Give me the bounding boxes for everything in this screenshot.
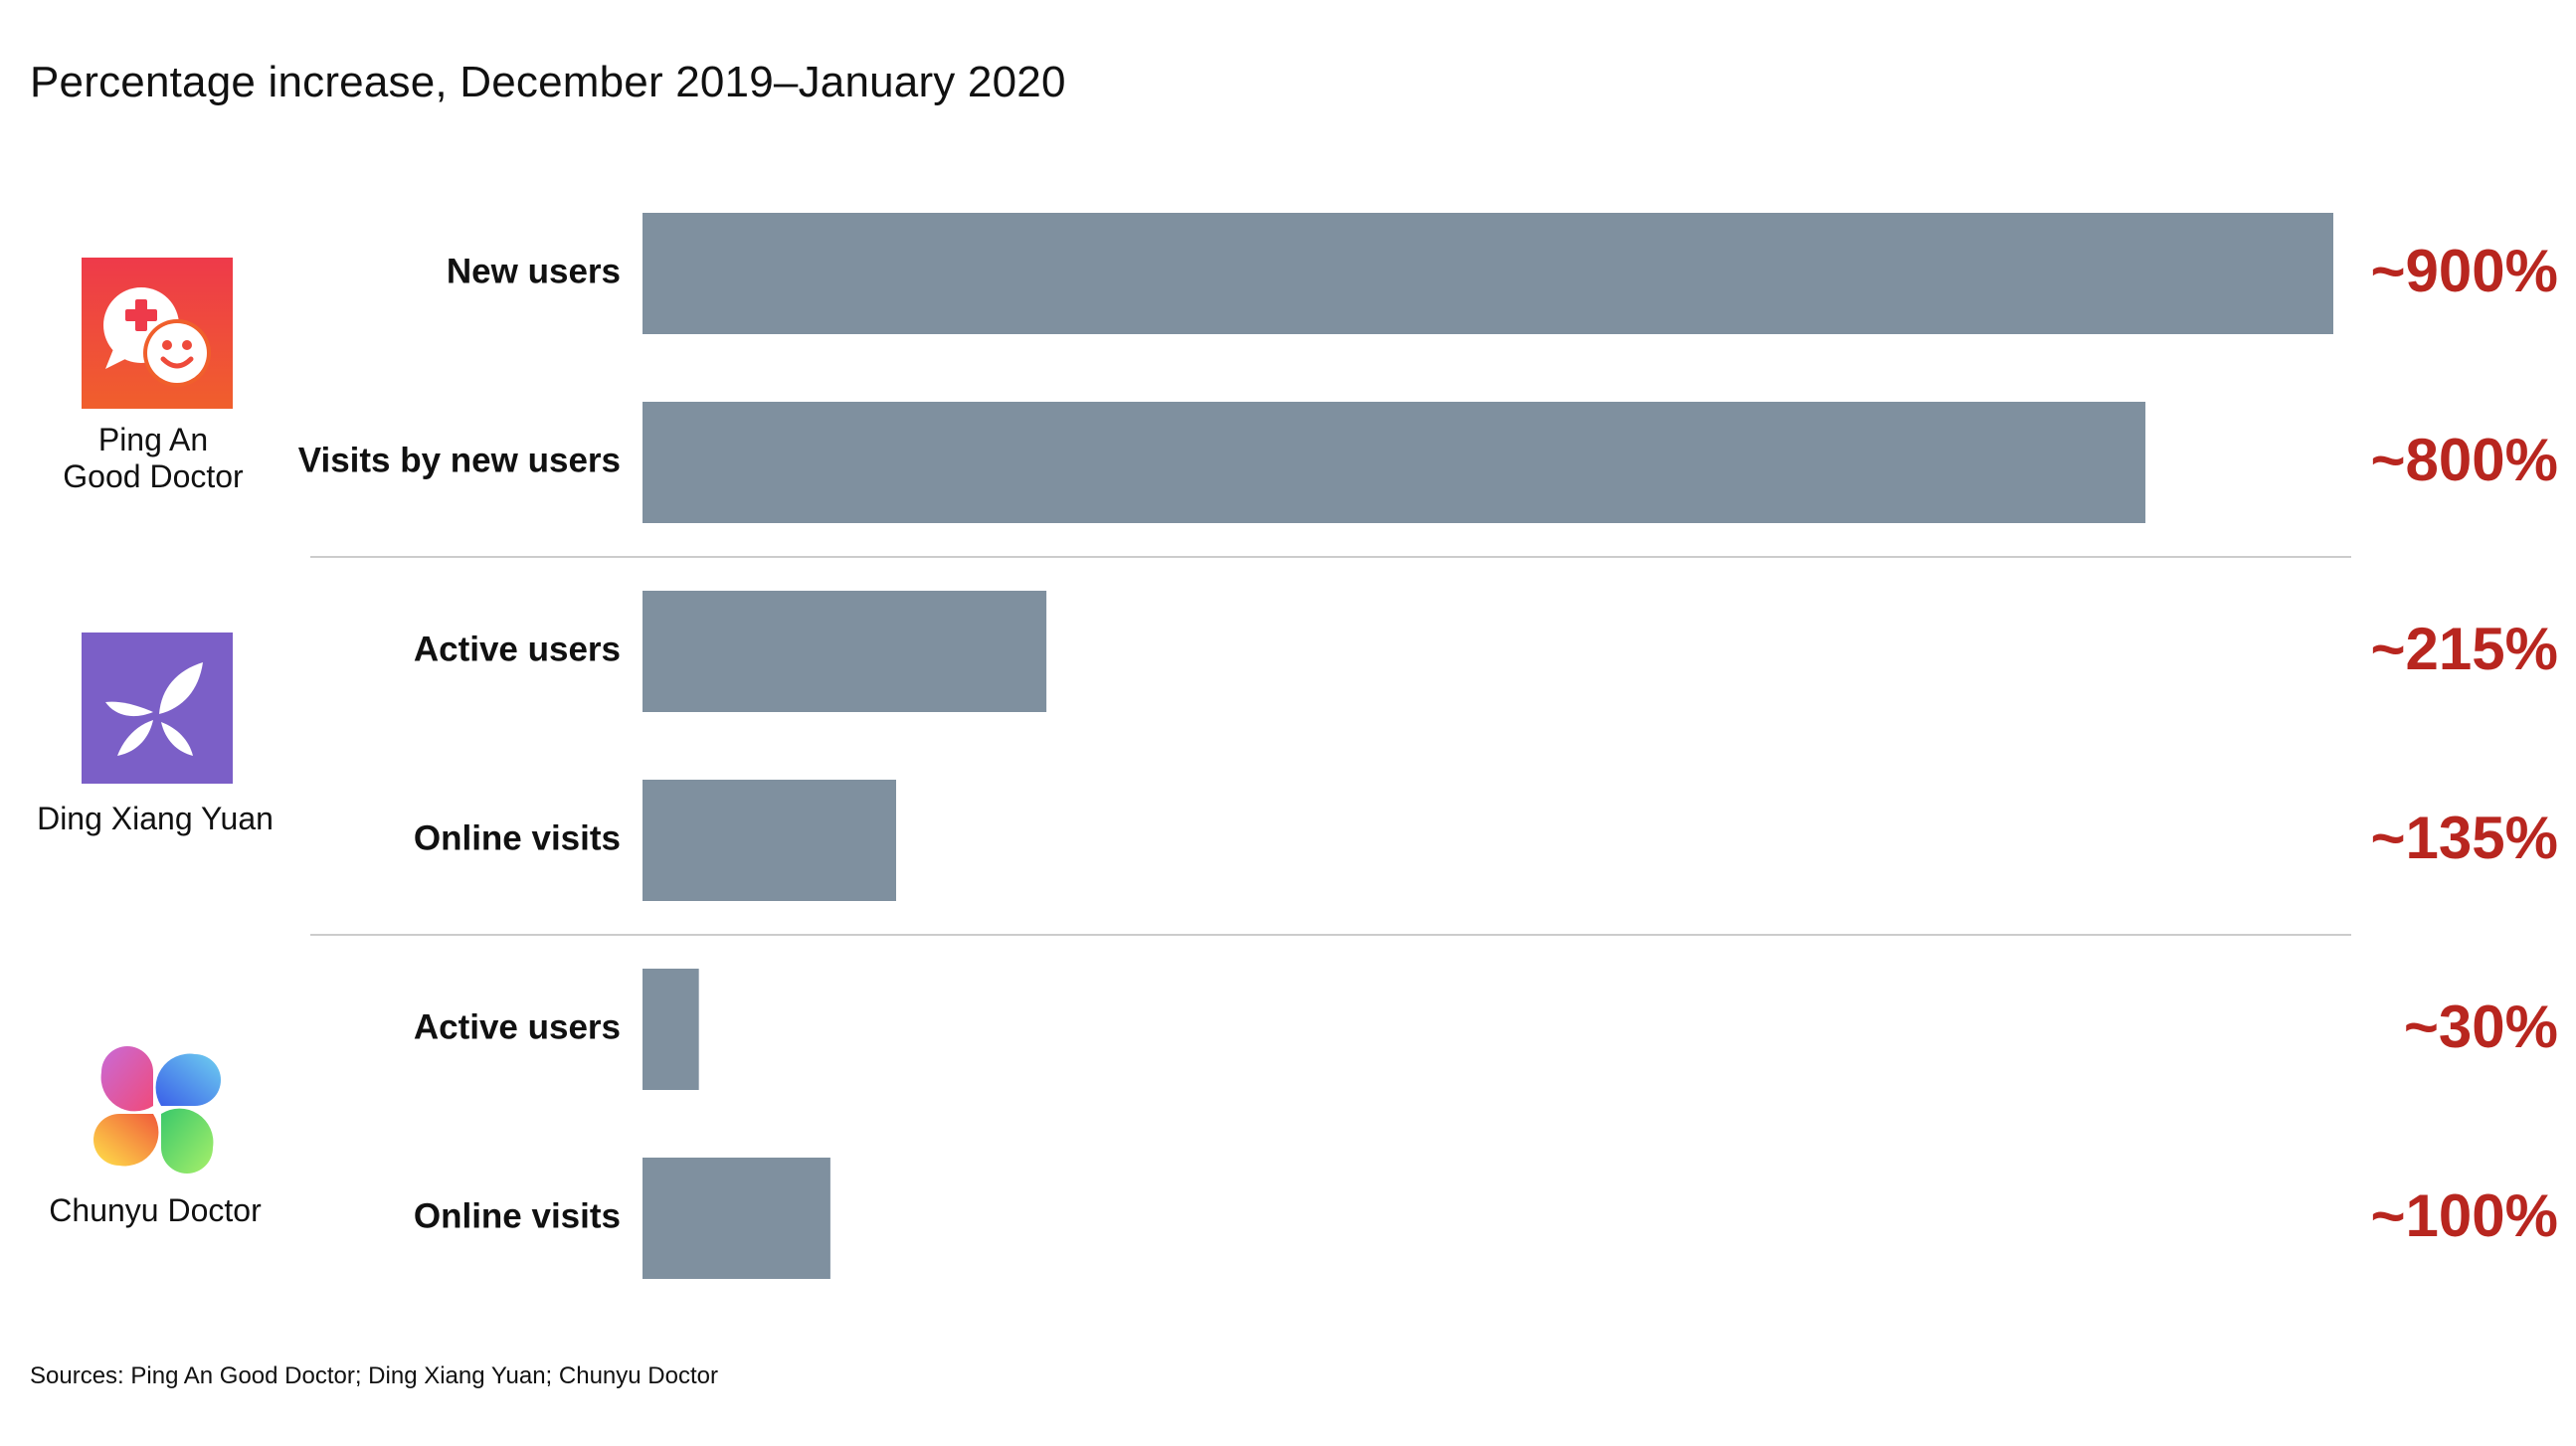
bar [643,591,1047,712]
category-label: Visits by new users [298,441,621,479]
chat-bubbles-smile-icon [82,258,233,409]
bar [643,780,896,901]
group-name-line: Chunyu Doctor [49,1192,262,1228]
group-name-line: Ping An [97,422,209,457]
bar [643,213,2333,334]
value-label: ~900% [2371,238,2559,304]
group-name-chunyu-doctor: Chunyu Doctor [6,1192,304,1229]
value-label: ~100% [2371,1182,2559,1249]
value-label: ~215% [2371,616,2559,682]
category-label: Online visits [414,1196,621,1235]
group-name-ping-an: Ping An Good Doctor [4,422,302,495]
category-label: Active users [414,630,621,668]
category-label: New users [447,252,621,290]
value-label: ~135% [2371,805,2559,871]
source-note: Sources: Ping An Good Doctor; Ding Xiang… [30,1362,718,1389]
category-label: Online visits [414,818,621,857]
bar [643,1158,830,1279]
bar [643,402,2146,523]
group-name-line: Good Doctor [63,458,244,494]
group-name-ding-xiang-yuan: Ding Xiang Yuan [6,801,304,837]
chart-title: Percentage increase, December 2019–Janua… [30,58,1066,106]
group-name-line: Ding Xiang Yuan [37,801,274,836]
category-label: Active users [414,1007,621,1046]
four-petal-flower-icon [82,1034,233,1185]
value-label: ~800% [2371,427,2559,493]
leaf-butterfly-icon [82,633,233,784]
value-label: ~30% [2404,994,2558,1060]
bar [643,969,699,1090]
